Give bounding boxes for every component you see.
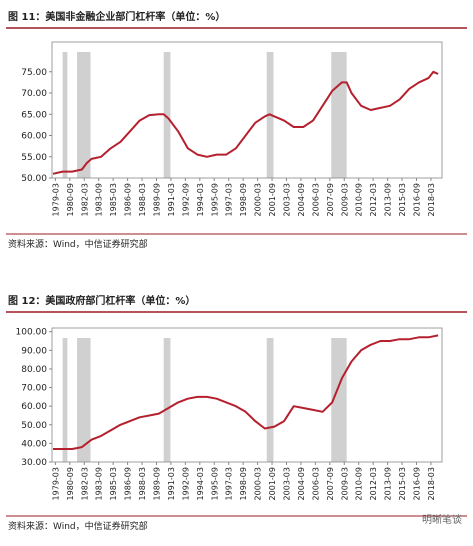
y-tick-label: 70.00 <box>21 384 47 394</box>
y-tick-label: 50.00 <box>21 174 47 184</box>
data-line <box>52 70 439 175</box>
y-tick-label: 70.00 <box>21 89 47 99</box>
x-tick-label: 1982-03 <box>80 467 89 500</box>
x-tick-label: 2012-03 <box>369 183 378 216</box>
x-tick-label: 1988-03 <box>138 467 147 500</box>
x-tick-label: 1995-09 <box>210 467 219 500</box>
y-tick-label: 60.00 <box>21 402 47 412</box>
shaded-period <box>77 338 91 462</box>
watermark: 明晰笔谈 <box>422 513 462 526</box>
x-tick-label: 2018-03 <box>427 183 436 216</box>
x-tick-label: 2015-03 <box>398 183 407 216</box>
x-tick-label: 2009-03 <box>340 183 349 216</box>
x-tick-label: 1982-03 <box>80 183 89 216</box>
x-tick-label: 1998-09 <box>239 183 248 216</box>
shaded-period <box>331 338 347 462</box>
y-tick-label: 30.00 <box>21 458 47 468</box>
x-tick-label: 2013-09 <box>384 467 393 500</box>
x-tick-label: 1986-09 <box>124 183 133 216</box>
x-tick-label: 2007-09 <box>326 183 335 216</box>
x-tick-label: 1985-03 <box>109 467 118 500</box>
x-tick-label: 2003-03 <box>282 183 291 216</box>
x-tick-label: 1994-03 <box>196 183 205 216</box>
plot-frame <box>51 41 443 179</box>
x-tick-label: 1983-09 <box>95 183 104 216</box>
shaded-period <box>163 338 171 462</box>
shaded-period <box>62 52 68 178</box>
x-tick-label: 1997-03 <box>225 183 234 216</box>
x-tick-label: 1991-03 <box>167 467 176 500</box>
x-tick-label: 1979-03 <box>51 467 60 500</box>
y-tick-label: 40.00 <box>21 439 47 449</box>
source: 资料来源：Wind，中信证券研究部 <box>8 520 148 532</box>
x-tick-label: 2000-03 <box>254 467 263 500</box>
x-tick-label: 1998-09 <box>239 467 248 500</box>
shaded-period <box>77 52 91 178</box>
x-tick-label: 2012-03 <box>369 467 378 500</box>
x-tick-label: 2010-09 <box>355 467 364 500</box>
y-tick-label: 60.00 <box>21 132 47 142</box>
x-tick-label: 1983-09 <box>95 467 104 500</box>
y-tick-label: 100.00 <box>16 328 48 338</box>
figure-title: 图 11：美国非金融企业部门杠杆率（单位：%） <box>8 10 225 23</box>
y-tick-label: 50.00 <box>21 421 47 431</box>
x-tick-label: 1997-03 <box>225 467 234 500</box>
x-tick-label: 1992-09 <box>181 467 190 500</box>
x-tick-label: 1980-09 <box>66 467 75 500</box>
figure-title: 图 12：美国政府部门杠杆率（单位：%） <box>8 294 195 307</box>
x-tick-label: 2004-09 <box>297 467 306 500</box>
x-tick-label: 1985-03 <box>109 183 118 216</box>
x-tick-label: 1980-09 <box>66 183 75 216</box>
x-tick-label: 2000-03 <box>254 183 263 216</box>
x-tick-label: 2006-03 <box>311 183 320 216</box>
source: 资料来源：Wind，中信证券研究部 <box>8 238 148 250</box>
x-tick-label: 2016-09 <box>412 183 421 216</box>
y-tick-label: 80.00 <box>21 365 47 375</box>
x-tick-label: 1989-09 <box>152 183 161 216</box>
x-tick-label: 2009-03 <box>340 467 349 500</box>
x-tick-label: 1989-09 <box>152 467 161 500</box>
x-tick-label: 2015-03 <box>398 467 407 500</box>
shaded-period <box>331 52 347 178</box>
shaded-period <box>163 52 171 178</box>
x-tick-label: 1992-09 <box>181 183 190 216</box>
x-tick-label: 1991-03 <box>167 183 176 216</box>
x-tick-label: 2001-09 <box>268 467 277 500</box>
shaded-period <box>266 338 274 462</box>
x-tick-label: 1986-09 <box>124 467 133 500</box>
shaded-period <box>62 338 68 462</box>
x-tick-label: 2010-09 <box>355 183 364 216</box>
x-tick-label: 2018-03 <box>427 467 436 500</box>
x-tick-label: 1994-03 <box>196 467 205 500</box>
x-tick-label: 2006-03 <box>311 467 320 500</box>
x-tick-label: 1995-09 <box>210 183 219 216</box>
x-tick-label: 2013-09 <box>384 183 393 216</box>
x-tick-label: 2007-09 <box>326 467 335 500</box>
x-tick-label: 1979-03 <box>51 183 60 216</box>
x-tick-label: 2016-09 <box>412 467 421 500</box>
x-tick-label: 2003-03 <box>282 467 291 500</box>
data-line <box>53 334 439 450</box>
plot-frame <box>51 327 443 463</box>
x-tick-label: 1988-03 <box>138 183 147 216</box>
x-tick-label: 2004-09 <box>297 183 306 216</box>
y-tick-label: 65.00 <box>21 110 47 120</box>
x-tick-label: 2001-09 <box>268 183 277 216</box>
y-tick-label: 75.00 <box>21 68 47 78</box>
y-tick-label: 55.00 <box>21 153 47 163</box>
y-tick-label: 90.00 <box>21 346 47 356</box>
